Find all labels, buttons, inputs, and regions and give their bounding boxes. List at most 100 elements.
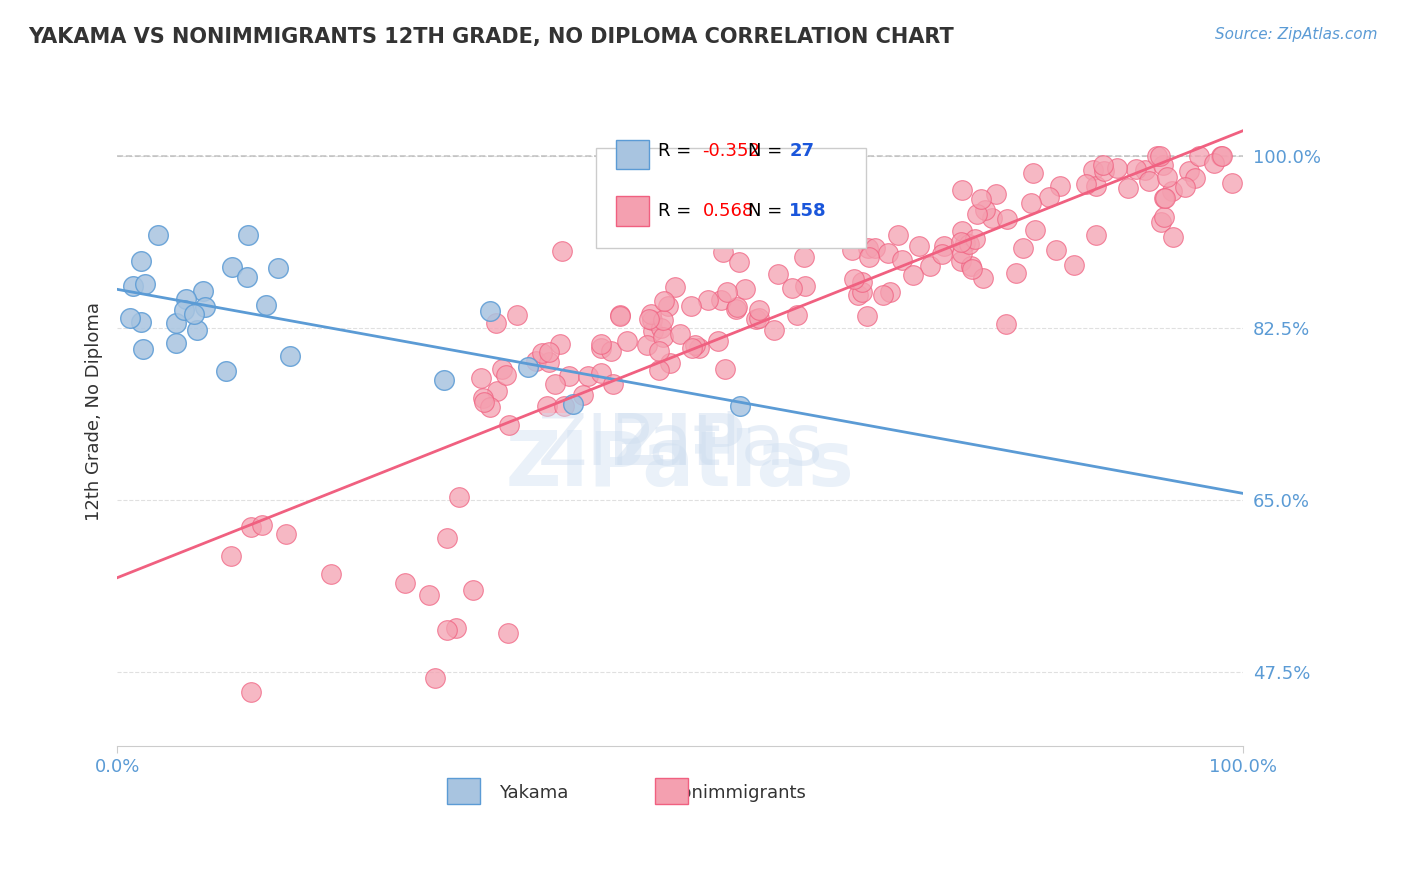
- Point: [863, 242, 886, 256]
- Point: [879, 285, 901, 299]
- Text: YAKAMA VS NONIMMIGRANTS 12TH GRADE, NO DIPLOMA CORRELATION CHART: YAKAMA VS NONIMMIGRANTS 12TH GRADE, NO D…: [28, 27, 953, 46]
- Point: [485, 384, 508, 398]
- Y-axis label: 12th Grade, No Diploma: 12th Grade, No Diploma: [86, 302, 103, 521]
- Point: [931, 247, 953, 261]
- Point: [963, 232, 986, 246]
- Point: [1011, 241, 1033, 255]
- Point: [536, 399, 558, 413]
- Point: [681, 342, 703, 356]
- Point: [221, 260, 243, 274]
- FancyBboxPatch shape: [447, 778, 479, 804]
- Point: [1156, 170, 1178, 185]
- Point: [851, 275, 873, 289]
- Point: [165, 316, 187, 330]
- Point: [876, 245, 898, 260]
- Point: [194, 300, 217, 314]
- Point: [479, 400, 502, 414]
- Point: [1092, 157, 1115, 171]
- Point: [553, 399, 575, 413]
- Point: [591, 337, 613, 351]
- Point: [858, 250, 880, 264]
- Point: [1204, 156, 1226, 170]
- Point: [548, 336, 571, 351]
- Point: [714, 362, 737, 376]
- Point: [669, 327, 692, 342]
- Point: [908, 238, 931, 252]
- Point: [1211, 149, 1233, 163]
- Point: [235, 269, 257, 284]
- Point: [891, 252, 914, 267]
- Text: -0.352: -0.352: [703, 142, 761, 160]
- Point: [886, 228, 908, 243]
- Point: [616, 334, 638, 349]
- Point: [1211, 149, 1233, 163]
- Point: [637, 338, 659, 352]
- Point: [648, 363, 671, 377]
- Point: [239, 684, 262, 698]
- Point: [872, 288, 894, 302]
- Point: [950, 254, 973, 268]
- Point: [278, 350, 301, 364]
- Point: [239, 520, 262, 534]
- Point: [641, 313, 664, 327]
- Point: [981, 211, 1004, 225]
- Point: [319, 567, 342, 582]
- Point: [793, 279, 815, 293]
- Point: [267, 261, 290, 276]
- Point: [716, 285, 738, 299]
- Text: ZIPatlas: ZIPatlas: [537, 410, 823, 480]
- Point: [491, 361, 513, 376]
- Point: [728, 400, 751, 414]
- Point: [132, 342, 155, 356]
- Text: 0.568: 0.568: [703, 202, 754, 220]
- Point: [122, 279, 145, 293]
- Point: [1038, 190, 1060, 204]
- Point: [1146, 149, 1168, 163]
- Point: [530, 346, 553, 360]
- Point: [748, 302, 770, 317]
- Point: [609, 309, 631, 323]
- Point: [1105, 161, 1128, 175]
- Point: [461, 583, 484, 598]
- FancyBboxPatch shape: [616, 140, 648, 169]
- Point: [1178, 163, 1201, 178]
- Point: [1149, 149, 1171, 163]
- Point: [780, 281, 803, 295]
- Point: [932, 239, 955, 253]
- Point: [186, 323, 208, 337]
- Point: [1049, 179, 1071, 194]
- Point: [972, 271, 994, 285]
- Text: ZIP: ZIP: [614, 410, 747, 480]
- Point: [652, 293, 675, 308]
- Point: [129, 315, 152, 329]
- Text: Source: ZipAtlas.com: Source: ZipAtlas.com: [1215, 27, 1378, 42]
- Point: [995, 317, 1018, 331]
- Point: [589, 366, 612, 380]
- Point: [901, 268, 924, 282]
- Point: [524, 353, 547, 368]
- Point: [1174, 179, 1197, 194]
- Point: [844, 271, 866, 285]
- Point: [496, 626, 519, 640]
- Point: [651, 330, 673, 344]
- Point: [727, 255, 749, 269]
- Point: [651, 313, 673, 327]
- Point: [711, 245, 734, 260]
- Point: [659, 356, 682, 370]
- Point: [786, 308, 808, 322]
- Point: [1074, 177, 1097, 191]
- Point: [966, 206, 988, 220]
- Point: [165, 336, 187, 351]
- Point: [641, 325, 664, 339]
- Text: R =: R =: [658, 202, 696, 220]
- Point: [193, 284, 215, 298]
- Point: [471, 391, 494, 405]
- Text: 158: 158: [789, 202, 827, 220]
- Point: [558, 369, 581, 384]
- Point: [1063, 258, 1085, 272]
- Point: [254, 298, 277, 312]
- Point: [1220, 176, 1243, 190]
- Point: [1161, 184, 1184, 198]
- Point: [485, 316, 508, 330]
- Point: [174, 293, 197, 307]
